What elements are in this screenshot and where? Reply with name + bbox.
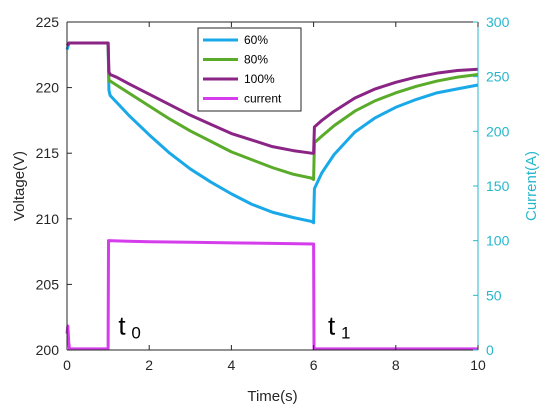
x-tick-label: 10 <box>470 357 486 373</box>
x-tick-label: 0 <box>63 357 71 373</box>
y2-tick-label: 0 <box>486 342 494 358</box>
y-tick-label: 200 <box>36 342 60 358</box>
legend-label: 100% <box>244 72 275 86</box>
y2-tick-label: 50 <box>486 287 502 303</box>
x-tick-label: 8 <box>392 357 400 373</box>
y-tick-label: 205 <box>36 276 60 292</box>
annotation-subscript: 1 <box>341 323 350 342</box>
legend-label: current <box>244 92 282 106</box>
series-line-1 <box>66 41 479 181</box>
y-axis-label: Voltage(V) <box>11 151 28 221</box>
y-tick-label: 215 <box>36 145 60 161</box>
y2-tick-label: 250 <box>486 69 510 85</box>
annotation-label: t <box>328 310 336 340</box>
y2-tick-label: 150 <box>486 178 510 194</box>
y2-tick-label: 200 <box>486 123 510 139</box>
y2-tick-label: 100 <box>486 233 510 249</box>
y2-axis-label: Current(A) <box>523 151 540 221</box>
legend-label: 60% <box>244 33 268 47</box>
x-axis-label: Time(s) <box>247 388 297 405</box>
ticks: 0 2 4 6 8 10200205210215220225050100150200250… <box>36 14 510 373</box>
annotation-subscript: 0 <box>131 323 140 342</box>
legend: 60% 80% 100% current <box>197 27 302 112</box>
series-line-3 <box>65 239 478 351</box>
plot-lines <box>65 41 479 351</box>
y-tick-label: 225 <box>36 14 60 30</box>
legend-label: 80% <box>244 53 268 67</box>
x-tick-label: 4 <box>228 357 236 373</box>
y2-tick-label: 300 <box>486 14 510 30</box>
series-line-2 <box>65 41 479 155</box>
annotation-label: t <box>118 310 126 340</box>
axes: Time(s) Voltage(V) Current(A) <box>11 21 540 405</box>
series-line-0 <box>65 41 479 225</box>
x-tick-label: 6 <box>310 357 318 373</box>
y-tick-label: 210 <box>36 211 60 227</box>
y-tick-label: 220 <box>36 80 60 96</box>
x-tick-label: 2 <box>145 357 153 373</box>
